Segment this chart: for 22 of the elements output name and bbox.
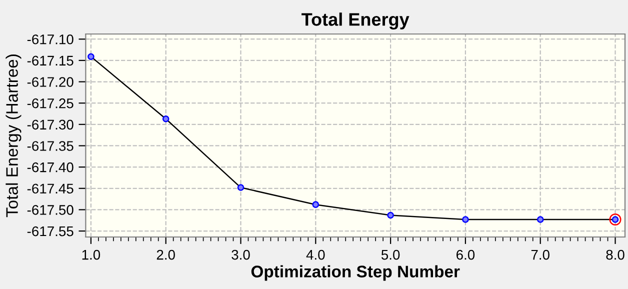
- y-tick-label: -617.10: [27, 34, 74, 44]
- x-tick-label: 5.0: [381, 250, 400, 260]
- y-tick-label: -617.25: [27, 98, 74, 108]
- y-tick-label: -617.35: [27, 141, 74, 151]
- chart-title: Total Energy: [302, 12, 410, 30]
- x-tick-label: 2.0: [156, 250, 175, 260]
- y-tick-label: -617.20: [27, 77, 74, 87]
- x-tick-label: 4.0: [306, 250, 325, 260]
- x-tick-label: 7.0: [531, 250, 550, 260]
- x-tick-label: 1.0: [82, 250, 100, 260]
- y-tick-label: -617.50: [27, 205, 74, 215]
- x-tick-label: 6.0: [456, 250, 475, 260]
- y-tick-label: -617.30: [27, 120, 74, 130]
- point: [609, 214, 622, 226]
- x-axis-title: Optimization Step Number: [251, 265, 460, 281]
- x-tick-label: 3.0: [232, 250, 250, 260]
- y-tick-label: -617.55: [27, 226, 74, 236]
- y-tick-label: -617.45: [27, 184, 74, 194]
- y-tick-label: -617.15: [27, 56, 74, 66]
- y-tick-label: -617.40: [27, 162, 74, 172]
- y-axis-title: Total Energy (Hartree): [6, 54, 22, 218]
- x-tick-label: 8.0: [606, 250, 624, 260]
